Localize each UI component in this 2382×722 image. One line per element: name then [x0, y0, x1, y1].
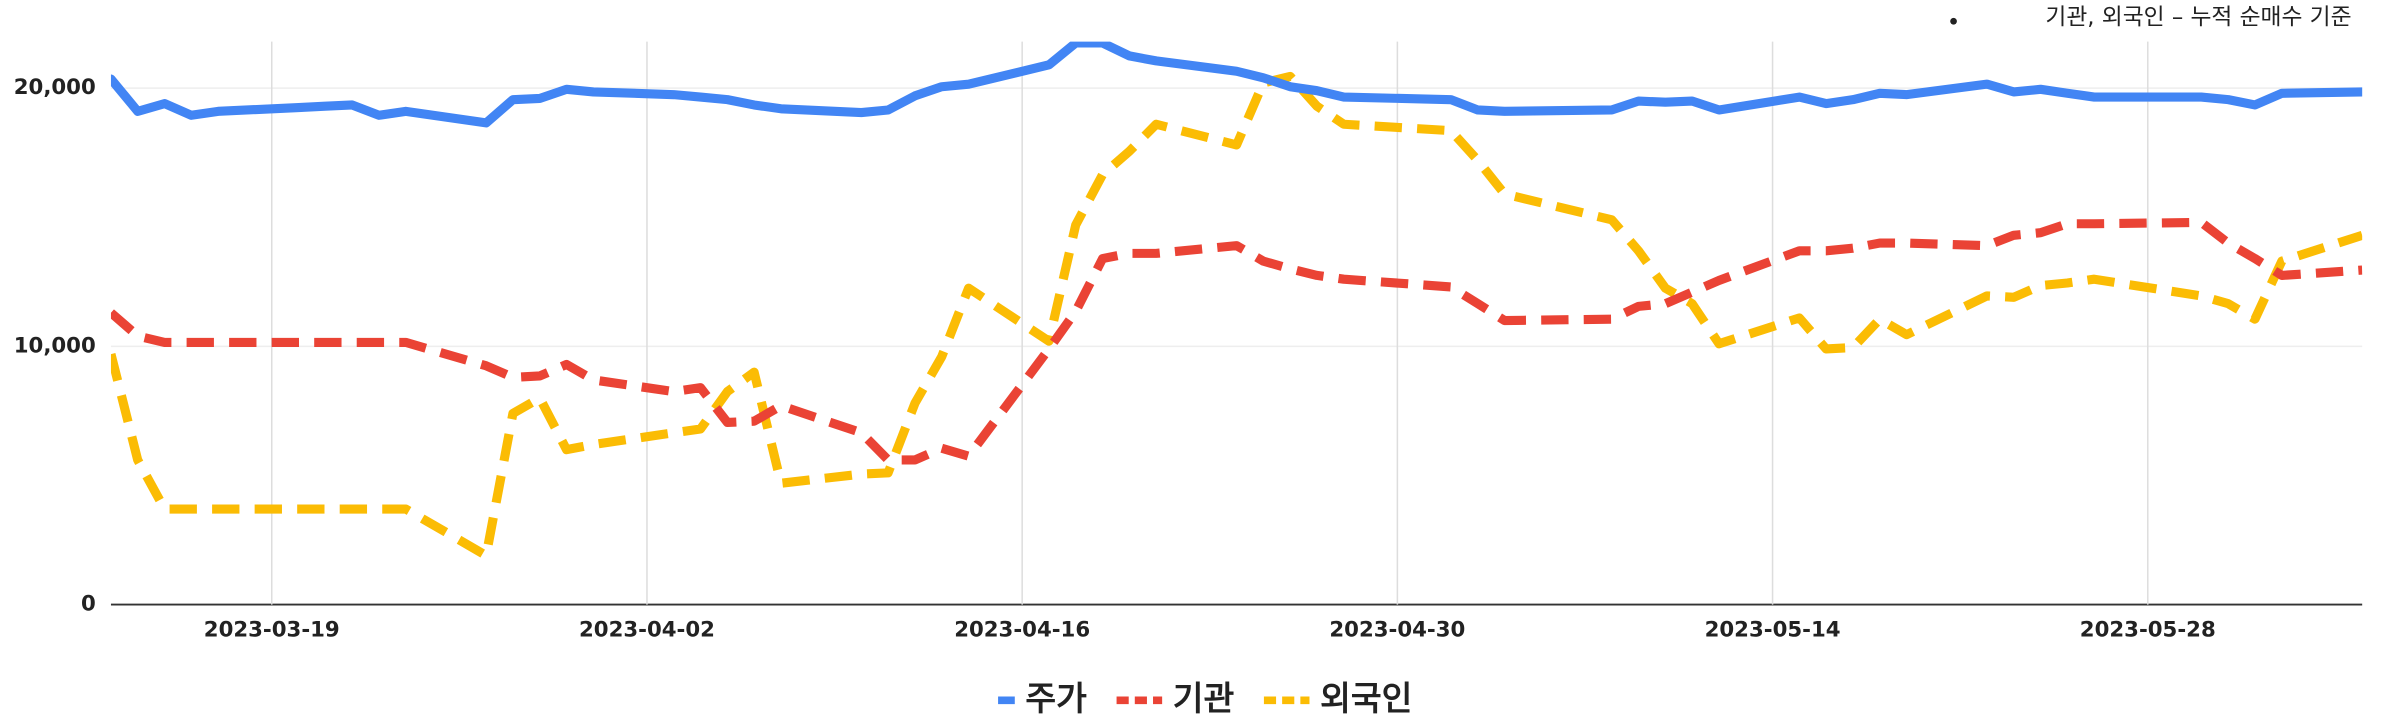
series-line	[110, 41, 2363, 128]
x-tick-label: 2023-03-19	[204, 617, 340, 642]
annotation: 기관, 외국인 – 누적 순매수 기준	[2045, 5, 2351, 31]
y-tick-label: 0	[81, 592, 96, 617]
series-line	[110, 217, 2363, 465]
legend-label: 기관	[1173, 679, 1235, 718]
legend-label: 외국인	[1320, 679, 1412, 718]
x-tick-label: 2023-05-14	[1705, 617, 1841, 642]
x-tick-label: 2023-04-02	[579, 617, 715, 642]
x-tick-label: 2023-04-30	[1329, 617, 1465, 642]
x-tick-label: 2023-04-16	[954, 617, 1090, 642]
y-tick-label: 10,000	[14, 333, 96, 358]
y-tick-label: 20,000	[14, 75, 96, 100]
x-tick-label: 2023-05-28	[2080, 617, 2216, 642]
legend-label: 주가	[1025, 679, 1087, 718]
series-line	[110, 71, 2363, 561]
bullet	[1950, 17, 1957, 25]
